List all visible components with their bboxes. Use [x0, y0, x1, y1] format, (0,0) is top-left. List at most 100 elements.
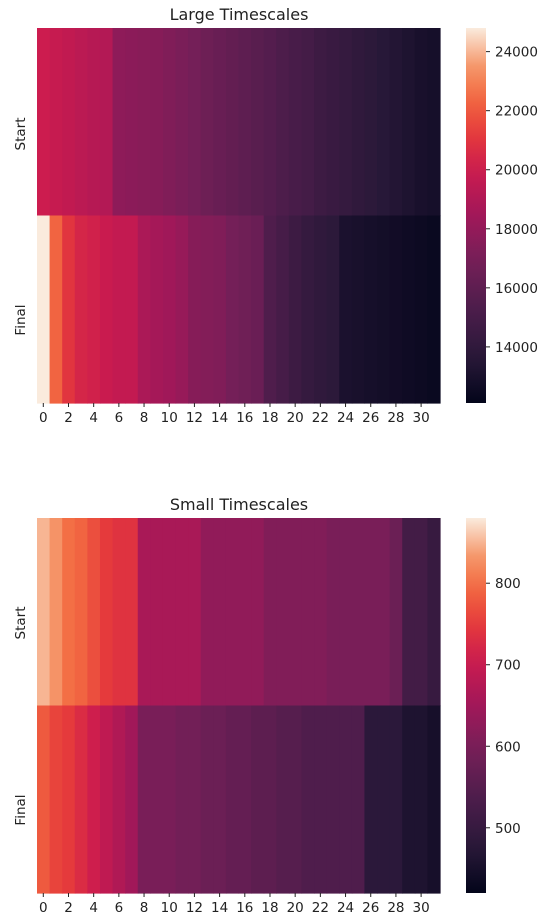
heatmap-cell-r0-c18	[263, 518, 277, 707]
heatmap-cells-small	[37, 518, 441, 894]
heatmap-cell-r1-c14	[213, 705, 227, 894]
heatmap-cell-r1-c3	[74, 705, 88, 894]
x-tick-label: 6	[115, 900, 124, 916]
colorbar-tick-label: 800	[495, 576, 521, 592]
heatmap-cell-r1-c23	[326, 705, 340, 894]
heatmap-cell-r1-c2	[62, 215, 76, 404]
heatmap-cell-r0-c24	[339, 28, 353, 217]
heatmap-cell-r0-c27	[377, 518, 391, 707]
heatmap-cell-r1-c16	[238, 705, 252, 894]
x-tick-label: 2	[64, 410, 73, 426]
heatmap-cell-r0-c7	[125, 518, 139, 707]
heatmap-cell-r0-c25	[351, 28, 366, 217]
heatmap-cell-r0-c8	[137, 518, 151, 707]
heatmap-cell-r0-c1	[49, 28, 63, 217]
x-tick-label: 0	[39, 410, 48, 426]
colorbar-small	[466, 518, 486, 893]
colorbar-tick-label: 700	[495, 658, 521, 674]
heatmap-cell-r0-c7	[125, 28, 139, 217]
heatmap-cell-r1-c20	[288, 705, 303, 894]
heatmap-cell-r1-c2	[62, 705, 76, 894]
heatmap-cell-r1-c11	[175, 215, 189, 404]
heatmap-cell-r0-c27	[377, 28, 391, 217]
heatmap-cell-r0-c17	[251, 28, 265, 217]
x-tick-label: 16	[236, 410, 253, 426]
x-tick-label: 26	[362, 900, 379, 916]
heatmap-cell-r1-c11	[175, 705, 189, 894]
heatmap-cell-r1-c0	[37, 215, 51, 404]
heatmap-cell-r1-c1	[49, 705, 63, 894]
heatmap-cell-r1-c19	[276, 705, 290, 894]
x-tick-label: 0	[39, 900, 48, 916]
x-tick-label: 28	[387, 410, 404, 426]
heatmap-cell-r1-c21	[301, 215, 315, 404]
heatmap-cell-r1-c9	[150, 705, 164, 894]
heatmap-cell-r1-c14	[213, 215, 227, 404]
heatmap-cell-r0-c3	[74, 28, 88, 217]
x-tick-label: 18	[261, 410, 278, 426]
heatmap-cell-r1-c21	[301, 705, 315, 894]
heatmap-cell-r0-c20	[288, 28, 303, 217]
heatmap-cell-r1-c17	[251, 215, 265, 404]
heatmap-cell-r1-c12	[188, 215, 202, 404]
x-tick-labels-small: 0 2 4 6 8 10 12 14 16 18 20 22 24 26 28 30	[39, 893, 430, 916]
chart-title-large: Large Timescales	[170, 5, 309, 24]
heatmap-cell-r1-c15	[225, 215, 240, 404]
heatmap-cell-r1-c6	[112, 705, 126, 894]
x-tick-label: 18	[261, 900, 278, 916]
heatmap-cell-r1-c28	[389, 215, 403, 404]
x-tick-label: 22	[312, 410, 329, 426]
heatmap-panel-small: Small Timescales Start Final 0 2 4 6 8 10 12 14…	[13, 495, 521, 916]
heatmap-cell-r1-c3	[74, 215, 88, 404]
heatmap-cell-r1-c31	[427, 215, 441, 404]
x-tick-label: 20	[287, 410, 304, 426]
heatmap-cell-r1-c25	[351, 705, 366, 894]
colorbar-tick-label: 14000	[495, 340, 538, 356]
heatmap-cell-r0-c25	[351, 518, 366, 707]
heatmap-cell-r0-c5	[99, 28, 114, 217]
x-tick-label: 26	[362, 410, 379, 426]
heatmap-cell-r1-c18	[263, 215, 277, 404]
heatmap-cell-r0-c31	[427, 28, 441, 217]
heatmap-cell-r1-c28	[389, 705, 403, 894]
heatmap-cell-r0-c19	[276, 518, 290, 707]
heatmap-cell-r0-c26	[364, 518, 378, 707]
x-tick-label: 16	[236, 900, 253, 916]
x-tick-label: 22	[312, 900, 329, 916]
heatmap-cell-r0-c17	[251, 518, 265, 707]
heatmap-cell-r1-c4	[87, 215, 101, 404]
heatmap-cell-r0-c12	[188, 518, 202, 707]
heatmap-cell-r0-c28	[389, 518, 403, 707]
heatmap-cell-r0-c14	[213, 28, 227, 217]
heatmap-cell-r0-c20	[288, 518, 303, 707]
heatmap-cell-r1-c29	[402, 705, 416, 894]
heatmap-cell-r0-c31	[427, 518, 441, 707]
heatmap-cell-r0-c28	[389, 28, 403, 217]
row-label-start-small: Start	[13, 607, 29, 640]
heatmap-cell-r1-c26	[364, 705, 378, 894]
heatmap-cell-r0-c9	[150, 518, 164, 707]
heatmap-cell-r0-c2	[62, 28, 76, 217]
heatmap-cell-r0-c30	[414, 518, 428, 707]
heatmap-cell-r0-c21	[301, 518, 315, 707]
heatmap-cell-r1-c30	[414, 705, 428, 894]
heatmap-cell-r1-c1	[49, 215, 63, 404]
x-tick-labels-large: 0 2 4 6 8 10 12 14 16 18 20 22 24 26 28 30	[39, 403, 430, 426]
heatmap-cell-r1-c4	[87, 705, 101, 894]
heatmap-cell-r0-c22	[314, 28, 328, 217]
colorbar-tick-label: 16000	[495, 281, 538, 297]
heatmap-cell-r0-c15	[225, 518, 240, 707]
x-tick-label: 4	[89, 410, 98, 426]
x-tick-label: 8	[140, 410, 149, 426]
heatmap-cell-r1-c8	[137, 215, 151, 404]
heatmap-cell-r0-c1	[49, 518, 63, 707]
heatmap-cell-r0-c24	[339, 518, 353, 707]
heatmap-cell-r1-c6	[112, 215, 126, 404]
heatmap-cell-r0-c8	[137, 28, 151, 217]
x-tick-label: 24	[337, 410, 354, 426]
heatmap-cell-r0-c15	[225, 28, 240, 217]
heatmap-cell-r0-c6	[112, 518, 126, 707]
colorbar-tick-label: 20000	[495, 163, 538, 179]
heatmap-cell-r0-c13	[200, 28, 214, 217]
